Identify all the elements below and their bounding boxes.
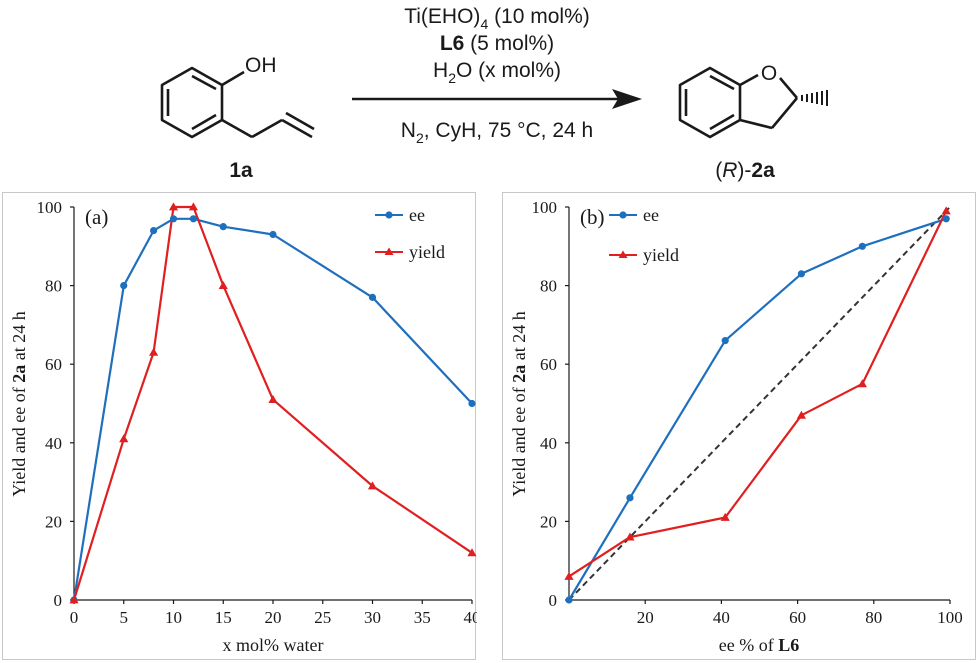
reagent-line-3: H2O (x mol%) (433, 59, 561, 86)
x-tick-label: 80 (865, 608, 882, 627)
x-axis-label: x mol% water (223, 635, 324, 655)
x-tick-label: 0 (70, 608, 79, 627)
data-point-ee (942, 215, 950, 223)
y-axis-label: Yield and ee of 2a at 24 h (9, 311, 29, 496)
x-tick-label: 20 (265, 608, 282, 627)
data-point-ee (721, 337, 729, 345)
y-tick-label: 60 (540, 355, 557, 374)
data-point-yield (625, 532, 635, 541)
legend-item-ee: ee (375, 205, 425, 225)
data-point-yield (119, 434, 129, 443)
legend: ee yield (375, 205, 445, 262)
reaction-scheme: OH 1a Ti(EHO)4 (10 mol%) L6 (5 mol%) H2O… (160, 5, 828, 182)
data-point-yield (367, 481, 378, 490)
chart-panel-a: 0 20 40 60 80 100 0 5 10 15 20 25 30 35 40 (a) x mol% … (2, 192, 478, 660)
x-tick-label: 100 (937, 608, 963, 627)
x-tick-label: 40 (713, 608, 730, 627)
data-point-yield (467, 548, 477, 557)
reagent-line-1: Ti(EHO)4 (10 mol%) (404, 5, 590, 32)
chart-a-svg: 0 20 40 60 80 100 0 5 10 15 20 25 30 35 40 (a) x mol% … (9, 198, 478, 655)
data-point-ee (169, 215, 178, 223)
product-label: (R)-2a (715, 159, 775, 182)
legend-marker-ee (385, 211, 393, 219)
data-point-yield (218, 281, 228, 289)
legend: ee yield (609, 205, 679, 265)
data-point-yield (149, 347, 159, 356)
x-tick-label: 60 (789, 608, 806, 627)
x-tick-label: 35 (414, 608, 431, 627)
series-line-yield (568, 210, 948, 578)
x-axis-label: ee % of L6 (719, 635, 799, 655)
x-tick-label: 15 (215, 608, 232, 627)
data-point-ee (219, 223, 227, 231)
product-o-label: O (761, 62, 777, 85)
reaction-arrow (352, 89, 642, 109)
data-point-yield (857, 379, 867, 388)
data-point-yield (796, 410, 807, 419)
y-tick-label: 80 (540, 277, 557, 296)
chart-panel-b: 0 20 40 60 80 100 20 40 60 80 100 (b) ee % of L6 Y… (502, 192, 976, 660)
y-tick-label: 80 (45, 277, 62, 296)
product-structure (678, 66, 798, 139)
legend-label-yield: yield (409, 242, 445, 262)
x-tick-label: 5 (120, 608, 129, 627)
data-point-ee (269, 230, 277, 239)
legend-label-yield: yield (643, 245, 679, 265)
data-point-yield (941, 206, 951, 215)
y-tick-label: 100 (532, 198, 558, 217)
y-tick-label: 20 (45, 512, 62, 531)
x-tick-label: 10 (165, 608, 182, 627)
conditions-line: N2, CyH, 75 °C, 24 h (401, 119, 593, 146)
y-tick-label: 100 (37, 198, 63, 217)
data-point-ee (797, 270, 806, 278)
panel-label: (a) (85, 205, 108, 229)
data-point-yield (168, 202, 179, 211)
y-tick-label: 0 (54, 591, 63, 610)
legend-item-yield: yield (609, 245, 679, 265)
substrate-structure (160, 66, 315, 139)
y-tick-label: 20 (540, 512, 557, 531)
legend-item-yield: yield (375, 242, 445, 262)
x-tick-label: 40 (464, 608, 478, 627)
y-axis-label: Yield and ee of 2a at 24 h (509, 311, 529, 496)
legend-marker-yield (384, 247, 394, 255)
chart-b-svg: 0 20 40 60 80 100 20 40 60 80 100 (b) ee % of L6 Y… (509, 198, 963, 655)
reference-diagonal-line (568, 206, 951, 601)
data-point-ee (626, 494, 634, 502)
y-tick-label: 40 (45, 434, 62, 453)
data-point-ee (189, 215, 197, 223)
legend-item-ee: ee (609, 205, 659, 225)
legend-marker-ee (619, 211, 627, 219)
data-point-ee (468, 399, 476, 408)
reagent-line-2: L6 (5 mol%) (440, 32, 554, 55)
series-line-ee (568, 217, 947, 601)
legend-label-ee: ee (409, 205, 425, 225)
data-point-ee (120, 282, 128, 290)
data-point-ee (858, 242, 866, 250)
data-point-yield (720, 512, 730, 521)
data-point-yield (188, 202, 198, 211)
x-tick-label: 30 (364, 608, 381, 627)
substrate-label: 1a (229, 159, 253, 182)
legend-label-ee: ee (643, 205, 659, 225)
legend-marker-yield (618, 250, 628, 258)
y-tick-label: 0 (549, 591, 558, 610)
data-point-ee (368, 293, 377, 301)
x-tick-label: 20 (637, 608, 654, 627)
substrate-oh-label: OH (245, 54, 277, 77)
y-tick-label: 60 (45, 355, 62, 374)
methyl-hashed-wedge (801, 90, 828, 106)
data-point-yield (268, 394, 278, 403)
x-tick-label: 25 (314, 608, 331, 627)
data-point-ee (565, 596, 573, 604)
data-point-ee (150, 226, 158, 235)
data-point-yield (564, 571, 574, 580)
data-point-yield (69, 595, 79, 604)
y-tick-label: 40 (540, 434, 557, 453)
panel-label: (b) (580, 205, 605, 229)
